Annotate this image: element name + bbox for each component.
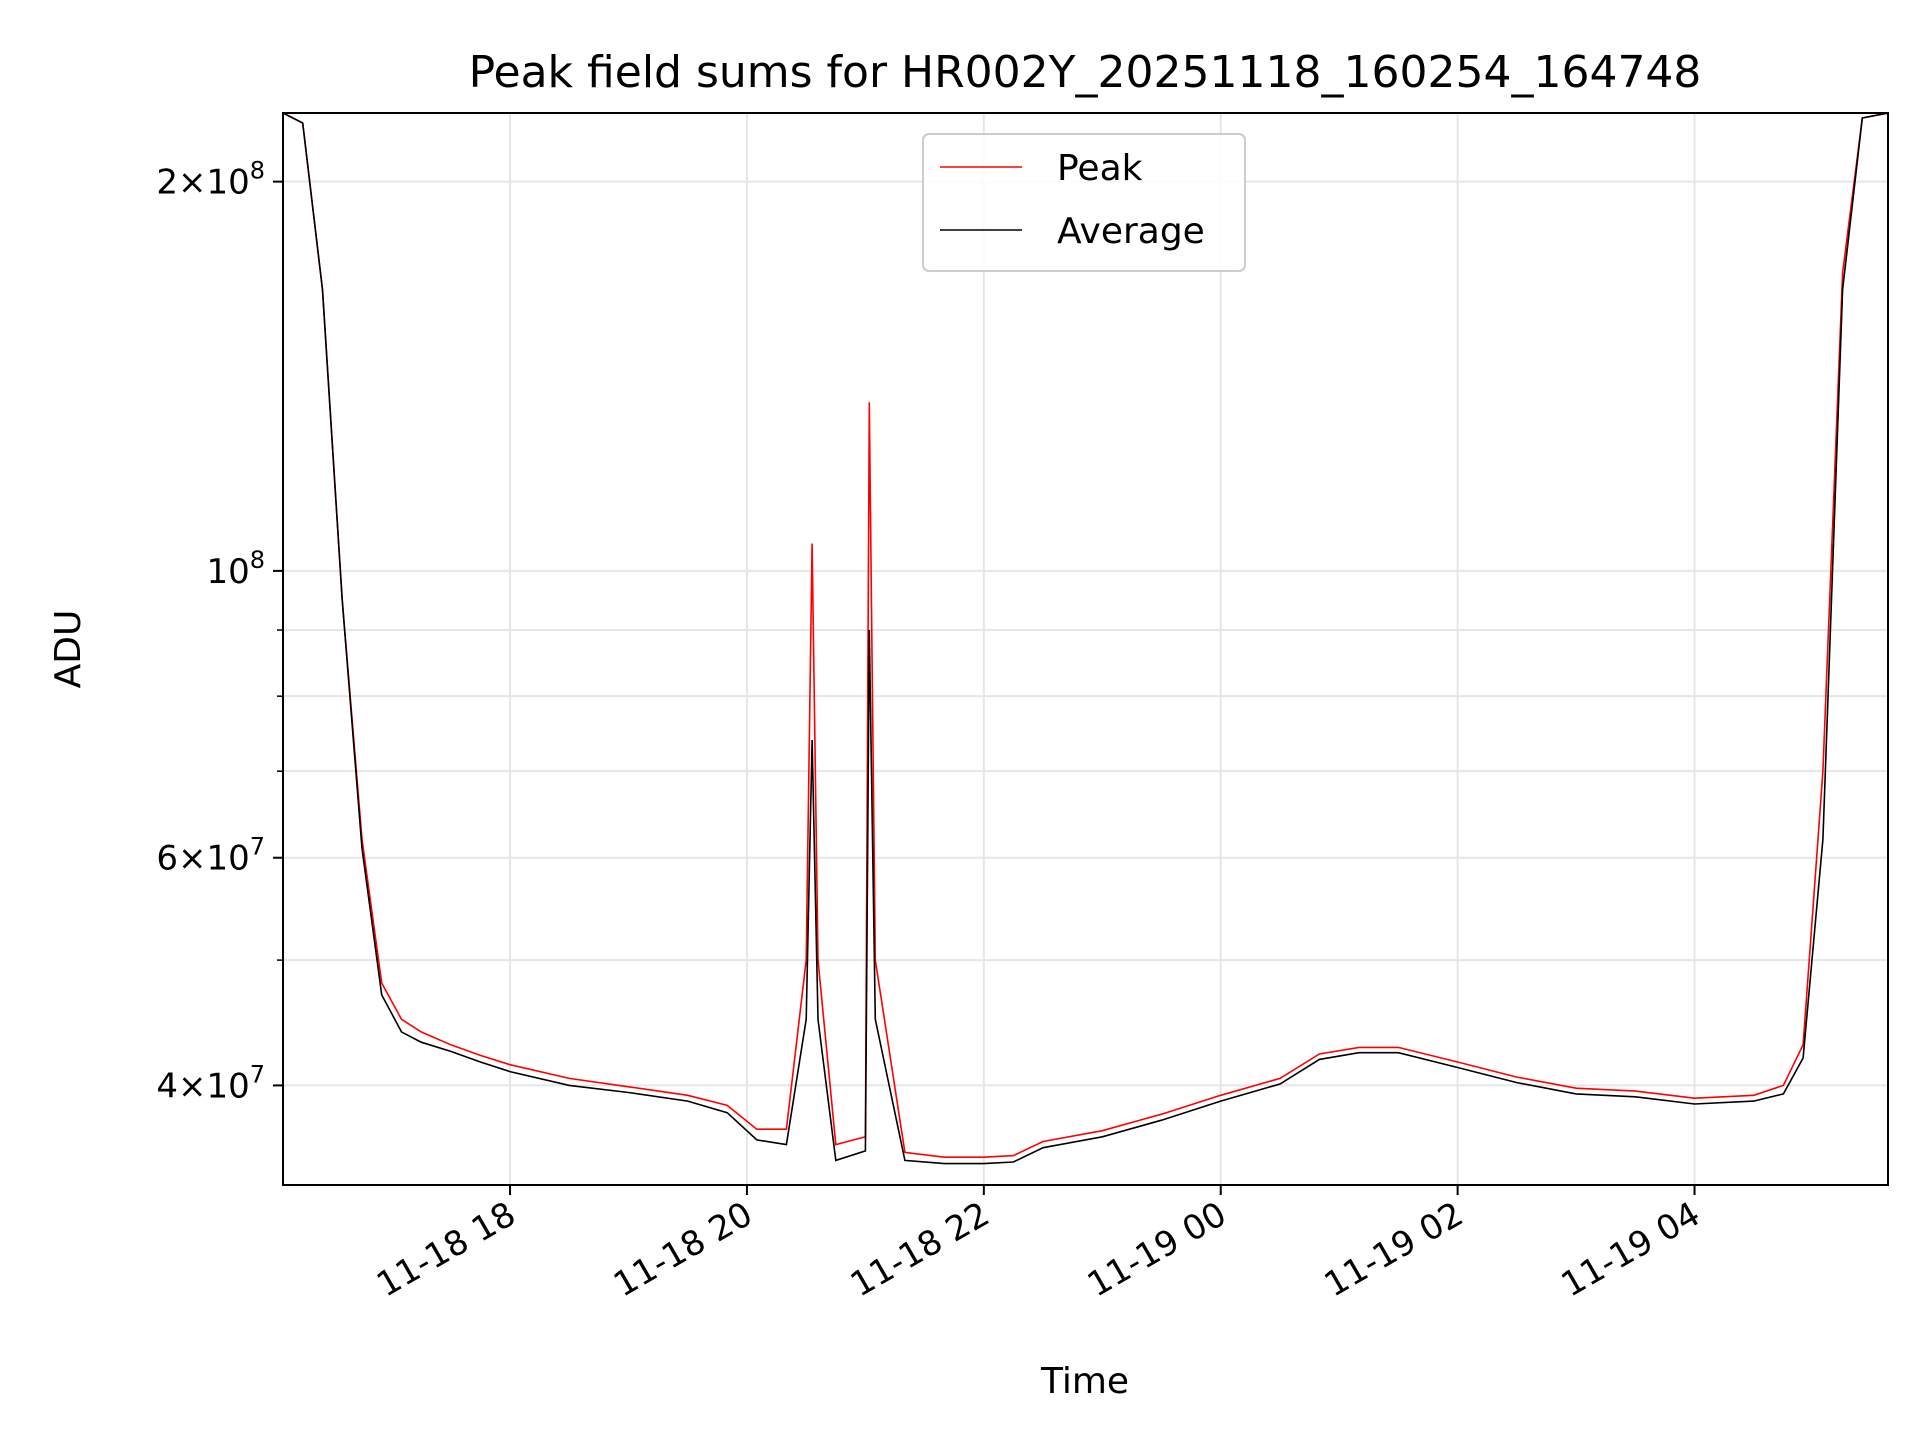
legend-box [922,133,1246,272]
grid-lines [283,113,1888,1185]
legend-label-average: Average [1057,211,1205,252]
plot-frame [282,112,1889,1186]
series-line-peak [283,113,1888,1158]
series-line-average [283,113,1888,1165]
x-axis: 11-18 18 11-18 20 11-18 22 11-19 00 11-19 02… [370,1185,1707,1305]
legend-label-peak: Peak [1057,148,1143,189]
y-tick-label: 108 [206,546,265,592]
legend: Peak Average [922,133,1246,272]
x-tick-label: 11-19 02 [1318,1194,1470,1305]
y-axis: 4×107 6×107 108 2×108 [156,157,283,1106]
x-tick-label: 11-19 00 [1081,1194,1233,1305]
y-tick-label: 2×108 [156,157,265,203]
x-tick-label: 11-19 04 [1555,1194,1707,1305]
plot-area [283,113,1888,1165]
x-tick-label: 11-18 22 [844,1194,996,1305]
y-tick-label: 4×107 [156,1060,265,1106]
y-axis-label: ADU [48,610,89,689]
chart-title: Peak field sums for HR002Y_20251118_1602… [469,47,1702,98]
x-tick-label: 11-18 18 [370,1194,522,1305]
x-axis-label: Time [1040,1361,1129,1402]
y-tick-label: 6×107 [156,833,265,879]
x-tick-label: 11-18 20 [607,1194,759,1305]
